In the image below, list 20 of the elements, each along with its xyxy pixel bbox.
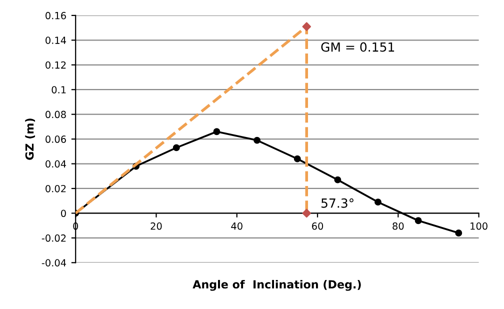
x-tick-label: 100 [470, 222, 488, 230]
y-tick-label: 0.14 [46, 36, 66, 44]
y-tick-label: 0.12 [46, 61, 66, 69]
y-axis-title: GZ (m) [25, 118, 36, 160]
y-tick-label: -0.02 [42, 234, 66, 242]
y-tick-label: 0.04 [46, 160, 66, 168]
y-tick-label: -0.04 [42, 259, 66, 266]
x-tick-label: 20 [150, 222, 162, 230]
x-tick-label: 40 [231, 222, 242, 230]
x-axis-title: Angle of Inclination (Deg.) [192, 280, 361, 291]
y-tick-label: 0.02 [46, 184, 66, 192]
annotation: 57.3° [321, 198, 354, 208]
y-tick-label: 0.1 [52, 86, 66, 94]
y-tick-label: 0.16 [46, 12, 66, 20]
x-tick-label: 60 [312, 222, 324, 230]
y-tick-label: 0.08 [46, 110, 66, 118]
y-tick-label: 0 [61, 210, 66, 218]
y-tick-label: 0.06 [46, 136, 66, 143]
annotation: GM = 0.151 [321, 42, 394, 52]
x-tick-label: 80 [392, 222, 404, 230]
